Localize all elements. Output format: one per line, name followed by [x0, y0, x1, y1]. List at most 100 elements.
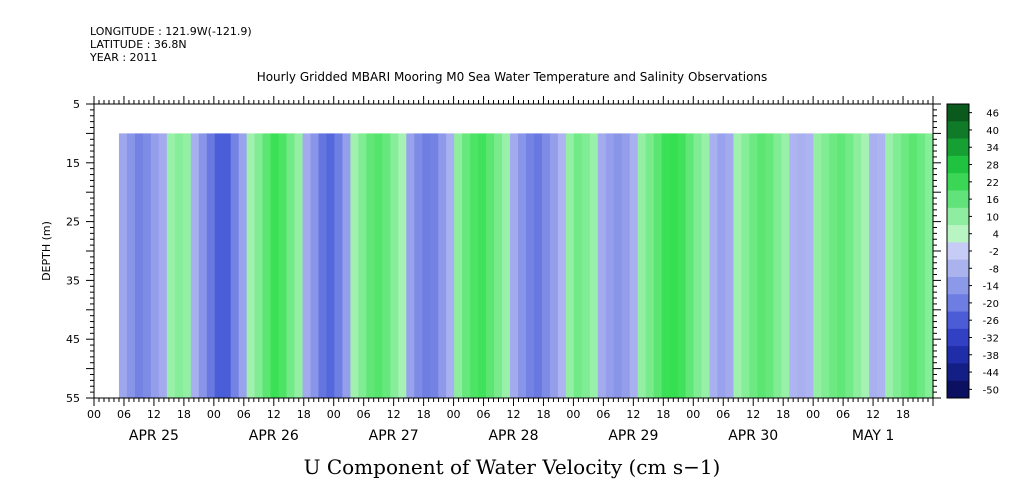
x-day-label: APR 30 [728, 428, 778, 444]
heatmap-column [837, 133, 846, 398]
colorbar-swatch [947, 121, 969, 139]
heatmap-column [661, 133, 671, 398]
heatmap-column [677, 133, 687, 398]
heatmap-column [901, 133, 910, 398]
longitude-label: LONGITUDE : 121.9W(-121.9) [90, 25, 252, 38]
heatmap-column [198, 133, 208, 398]
x-hour-label: 00 [207, 408, 221, 421]
x-hour-label: 12 [746, 408, 760, 421]
heatmap-column [366, 133, 375, 398]
heatmap-column [573, 133, 583, 398]
heatmap-column [605, 133, 615, 398]
heatmap-column [925, 133, 934, 398]
colorbar-swatch [947, 346, 969, 364]
heatmap-column [286, 133, 296, 398]
heatmap-column [518, 133, 527, 398]
heatmap-column [182, 133, 192, 398]
x-hour-label: 00 [686, 408, 700, 421]
x-hour-label: 18 [656, 408, 670, 421]
heatmap-column [382, 133, 391, 398]
heatmap-column [877, 133, 886, 398]
colorbar: 46 40 34 28 22 16 10 4 -2 -8 -14 -20 -26 -32 -38 -44 -50 [946, 103, 999, 399]
heatmap-column [805, 133, 814, 398]
heatmap-column [414, 133, 423, 398]
colorbar-swatch [947, 207, 969, 226]
heatmap-column [374, 133, 383, 398]
heatmap-column [294, 133, 304, 398]
heatmap-column [597, 133, 607, 398]
heatmap-column [813, 133, 822, 398]
heatmap-column [406, 133, 415, 398]
heatmap-column [533, 133, 543, 398]
heatmap-column [797, 133, 806, 398]
heatmap-column [302, 133, 312, 398]
heatmap-column [765, 133, 774, 398]
heatmap-column [158, 133, 168, 398]
heatmap-column [917, 133, 926, 398]
heatmap-column [478, 133, 487, 398]
colorbar-label: 34 [986, 143, 999, 154]
heatmap-column [669, 133, 679, 398]
heatmap-column [438, 133, 447, 398]
colorbar-swatch [947, 173, 969, 191]
heatmap-column [326, 133, 336, 398]
heatmap-column [581, 133, 591, 398]
y-tick-label: 45 [66, 333, 80, 346]
x-day-label: MAY 1 [852, 428, 894, 444]
heatmap-column [446, 133, 455, 398]
heatmap-column [717, 133, 727, 398]
heatmap-column [653, 133, 663, 398]
heatmap-column [613, 133, 623, 398]
heatmap-column [238, 133, 248, 398]
heatmap-column [525, 133, 535, 398]
colorbar-swatch [947, 225, 969, 243]
heatmap-column [470, 133, 479, 398]
colorbar-label: -44 [983, 368, 999, 379]
chart-title: Hourly Gridded MBARI Mooring M0 Sea Wate… [257, 70, 768, 84]
heatmap-column [166, 133, 176, 398]
x-hour-label: 12 [626, 408, 640, 421]
x-hour-label: 18 [776, 408, 790, 421]
heatmap-column [709, 133, 719, 398]
colorbar-label: -8 [989, 264, 999, 275]
heatmap-column [246, 133, 256, 398]
colorbar-swatch [947, 242, 969, 261]
colorbar-label: 40 [986, 126, 999, 137]
x-hour-label: 18 [417, 408, 431, 421]
heatmap-column [853, 133, 862, 398]
x-axis-label: U Component of Water Velocity (cm s−1) [304, 455, 721, 479]
colorbar-label: -14 [983, 282, 999, 293]
heatmap-column [621, 133, 631, 398]
colorbar-label: -26 [983, 316, 999, 327]
heatmap-column [390, 133, 399, 398]
y-axis-label: DEPTH (m) [40, 221, 53, 281]
heatmap-column [749, 133, 759, 398]
x-axis: 00 06 12 18 00 06 12 18 00 06 12 18 00 06 12 18 00 06 12 18… [87, 96, 934, 444]
colorbar-label: 46 [986, 109, 999, 120]
x-hour-label: 00 [806, 408, 820, 421]
heatmap-column [398, 133, 407, 398]
colorbar-swatch [947, 294, 969, 312]
x-day-label: APR 29 [608, 428, 658, 444]
heatmap-column [254, 133, 264, 398]
heatmap-column [701, 133, 711, 398]
x-hour-label: 06 [836, 408, 850, 421]
heatmap-column [278, 133, 288, 398]
colorbar-label: 28 [986, 161, 999, 172]
x-hour-label: 18 [297, 408, 311, 421]
colorbar-label: -2 [989, 247, 999, 258]
heatmap-column [829, 133, 838, 398]
x-hour-label: 06 [716, 408, 730, 421]
heatmap-column [645, 133, 655, 398]
heatmap-column [773, 133, 782, 398]
heatmap-column [462, 133, 471, 398]
colorbar-swatch [947, 104, 969, 122]
x-hour-label: 00 [447, 408, 461, 421]
heatmap-column [821, 133, 830, 398]
heatmap-column [134, 133, 144, 398]
colorbar-label: -32 [983, 333, 999, 344]
colorbar-swatch [947, 380, 969, 399]
heatmap-column [422, 133, 431, 398]
x-hour-label: 12 [507, 408, 521, 421]
